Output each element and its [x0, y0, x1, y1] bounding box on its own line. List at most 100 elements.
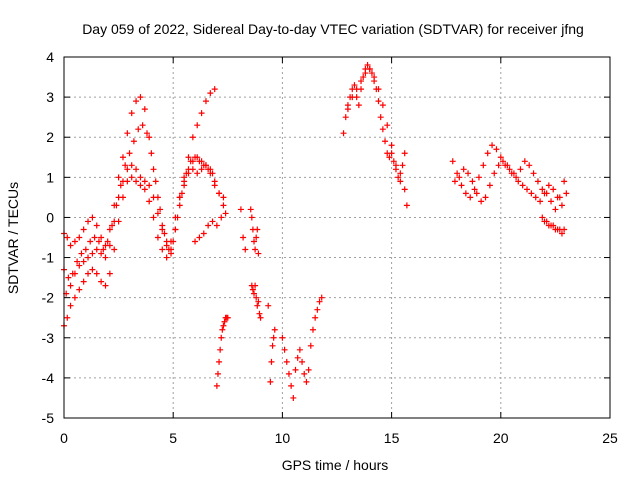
data-point [467, 194, 474, 201]
data-point [219, 326, 226, 333]
data-point [484, 150, 491, 157]
data-point [67, 242, 74, 249]
data-point [283, 358, 290, 365]
data-point [271, 326, 278, 333]
data-point [111, 246, 118, 253]
data-point [80, 278, 87, 285]
data-point [270, 334, 277, 341]
data-point [349, 94, 356, 101]
data-point [528, 190, 535, 197]
data-point [530, 170, 537, 177]
data-point [185, 166, 192, 173]
data-point [499, 158, 506, 165]
y-tick-label: -2 [42, 290, 55, 306]
data-point [141, 106, 148, 113]
data-point [150, 214, 157, 221]
data-point [211, 86, 218, 93]
data-point [124, 130, 131, 137]
data-point [456, 174, 463, 181]
data-point [379, 102, 386, 109]
data-point [390, 158, 397, 165]
data-point [216, 190, 223, 197]
data-point [89, 214, 96, 221]
grid-lines [64, 57, 610, 418]
data-point [148, 150, 155, 157]
data-point [104, 238, 111, 245]
data-point [159, 226, 166, 233]
data-point [288, 382, 295, 389]
data-point [386, 154, 393, 161]
data-point [126, 150, 133, 157]
data-point [364, 62, 371, 69]
data-point [251, 238, 258, 245]
data-point [534, 178, 541, 185]
data-point [124, 166, 131, 173]
data-point [85, 218, 92, 225]
data-point [222, 210, 229, 217]
data-point [141, 186, 148, 193]
data-point [316, 298, 323, 305]
data-point [85, 254, 92, 261]
data-point [454, 170, 461, 177]
data-point [150, 194, 157, 201]
data-point [102, 254, 109, 261]
data-point [143, 130, 150, 137]
data-point [80, 258, 87, 265]
data-point [111, 218, 118, 225]
data-point [71, 238, 78, 245]
data-point [267, 378, 274, 385]
data-point [189, 134, 196, 141]
y-tick-label: -3 [42, 330, 55, 346]
data-point [469, 178, 476, 185]
data-point [207, 90, 214, 97]
data-point [355, 102, 362, 109]
data-point [254, 226, 261, 233]
data-point [252, 246, 259, 253]
data-point [128, 174, 135, 181]
data-point [117, 182, 124, 189]
data-point [163, 238, 170, 245]
data-point [515, 178, 522, 185]
data-point [353, 86, 360, 93]
data-point [307, 342, 314, 349]
data-point [473, 190, 480, 197]
data-point [552, 206, 559, 213]
series-trace-11 [340, 62, 410, 209]
data-point [318, 294, 325, 301]
data-point [558, 230, 565, 237]
y-tick-label: 1 [46, 169, 54, 185]
data-point [256, 310, 263, 317]
data-point [340, 130, 347, 137]
axis-ticks: 0 5 10 15 20 25 -5 -4 -3 -2 -1 0 1 2 3 4 [42, 49, 618, 446]
x-tick-label: 20 [493, 430, 509, 446]
data-point [358, 78, 365, 85]
data-point [133, 166, 140, 173]
data-point [395, 174, 402, 181]
data-point [93, 246, 100, 253]
data-point [172, 226, 179, 233]
data-point [303, 378, 310, 385]
data-point [237, 206, 244, 213]
data-point [344, 106, 351, 113]
data-point [548, 198, 555, 205]
data-point [71, 294, 78, 301]
data-point [478, 198, 485, 205]
data-point [87, 238, 94, 245]
data-point [458, 182, 465, 189]
data-point [196, 234, 203, 241]
data-point [251, 290, 258, 297]
data-point [93, 222, 100, 229]
data-point [198, 166, 205, 173]
data-point [269, 342, 276, 349]
y-tick-label: 3 [46, 89, 54, 105]
data-point [368, 70, 375, 77]
series-trace-9 [265, 302, 278, 385]
data-point [312, 314, 319, 321]
data-point [80, 226, 87, 233]
data-point [115, 174, 122, 181]
data-point [403, 202, 410, 209]
data-point [98, 234, 105, 241]
x-axis-label: GPS time / hours [282, 457, 389, 473]
data-point [198, 158, 205, 165]
data-point [561, 178, 568, 185]
